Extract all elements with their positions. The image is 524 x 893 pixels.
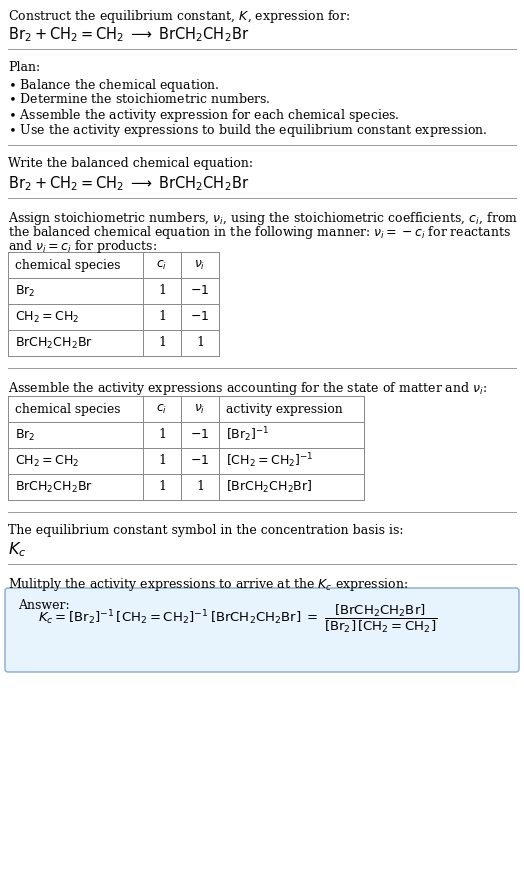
Text: chemical species: chemical species (15, 403, 121, 415)
Text: Assign stoichiometric numbers, $\nu_i$, using the stoichiometric coefficients, $: Assign stoichiometric numbers, $\nu_i$, … (8, 210, 518, 227)
Text: $K_c$: $K_c$ (8, 540, 26, 559)
Text: The equilibrium constant symbol in the concentration basis is:: The equilibrium constant symbol in the c… (8, 524, 403, 537)
Text: $\mathrm{CH_2{=}CH_2}$: $\mathrm{CH_2{=}CH_2}$ (15, 454, 79, 469)
Text: 1: 1 (158, 455, 166, 468)
Text: the balanced chemical equation in the following manner: $\nu_i = -c_i$ for react: the balanced chemical equation in the fo… (8, 224, 511, 241)
Text: $\nu_i$: $\nu_i$ (194, 403, 205, 415)
Text: 1: 1 (196, 337, 204, 349)
Text: $\mathrm{Br_2 + CH_2{=}CH_2 \;\longrightarrow\; BrCH_2CH_2Br}$: $\mathrm{Br_2 + CH_2{=}CH_2 \;\longright… (8, 25, 249, 44)
Text: $-1$: $-1$ (190, 285, 210, 297)
FancyBboxPatch shape (5, 588, 519, 672)
Text: and $\nu_i = c_i$ for products:: and $\nu_i = c_i$ for products: (8, 238, 157, 255)
Text: $-1$: $-1$ (190, 311, 210, 323)
Text: $\mathrm{CH_2{=}CH_2}$: $\mathrm{CH_2{=}CH_2}$ (15, 310, 79, 324)
Text: 1: 1 (158, 311, 166, 323)
Text: $[\mathrm{BrCH_2CH_2Br}]$: $[\mathrm{BrCH_2CH_2Br}]$ (226, 479, 312, 495)
Text: $-1$: $-1$ (190, 455, 210, 468)
Text: $K_c = [\mathrm{Br_2}]^{-1}\,[\mathrm{CH_2{=}CH_2}]^{-1}\,[\mathrm{BrCH_2CH_2Br}: $K_c = [\mathrm{Br_2}]^{-1}\,[\mathrm{CH… (38, 603, 437, 635)
Text: Mulitply the activity expressions to arrive at the $K_c$ expression:: Mulitply the activity expressions to arr… (8, 576, 408, 593)
Text: 1: 1 (158, 429, 166, 441)
Text: $c_i$: $c_i$ (157, 258, 168, 271)
Text: $\mathrm{BrCH_2CH_2Br}$: $\mathrm{BrCH_2CH_2Br}$ (15, 480, 93, 495)
Text: $\mathrm{BrCH_2CH_2Br}$: $\mathrm{BrCH_2CH_2Br}$ (15, 336, 93, 351)
Text: $\mathrm{Br_2}$: $\mathrm{Br_2}$ (15, 283, 36, 298)
Text: $\nu_i$: $\nu_i$ (194, 258, 205, 271)
Text: $[\mathrm{Br_2}]^{-1}$: $[\mathrm{Br_2}]^{-1}$ (226, 426, 270, 445)
Text: Construct the equilibrium constant, $K$, expression for:: Construct the equilibrium constant, $K$,… (8, 8, 350, 25)
Text: activity expression: activity expression (226, 403, 343, 415)
Text: $\bullet$ Use the activity expressions to build the equilibrium constant express: $\bullet$ Use the activity expressions t… (8, 122, 487, 139)
Text: Assemble the activity expressions accounting for the state of matter and $\nu_i$: Assemble the activity expressions accoun… (8, 380, 487, 397)
Text: $c_i$: $c_i$ (157, 403, 168, 415)
Text: Answer:: Answer: (18, 599, 70, 612)
Text: chemical species: chemical species (15, 258, 121, 271)
Text: 1: 1 (158, 337, 166, 349)
Text: 1: 1 (196, 480, 204, 494)
Text: $[\mathrm{CH_2{=}CH_2}]^{-1}$: $[\mathrm{CH_2{=}CH_2}]^{-1}$ (226, 452, 314, 471)
Text: $\bullet$ Balance the chemical equation.: $\bullet$ Balance the chemical equation. (8, 77, 220, 94)
Text: $\mathrm{Br_2 + CH_2{=}CH_2 \;\longrightarrow\; BrCH_2CH_2Br}$: $\mathrm{Br_2 + CH_2{=}CH_2 \;\longright… (8, 174, 249, 193)
Text: $\bullet$ Determine the stoichiometric numbers.: $\bullet$ Determine the stoichiometric n… (8, 92, 270, 106)
Text: Write the balanced chemical equation:: Write the balanced chemical equation: (8, 157, 253, 170)
Text: Plan:: Plan: (8, 61, 40, 74)
Text: $-1$: $-1$ (190, 429, 210, 441)
Text: $\mathrm{Br_2}$: $\mathrm{Br_2}$ (15, 428, 36, 443)
Text: $\bullet$ Assemble the activity expression for each chemical species.: $\bullet$ Assemble the activity expressi… (8, 107, 400, 124)
Text: 1: 1 (158, 480, 166, 494)
Text: 1: 1 (158, 285, 166, 297)
